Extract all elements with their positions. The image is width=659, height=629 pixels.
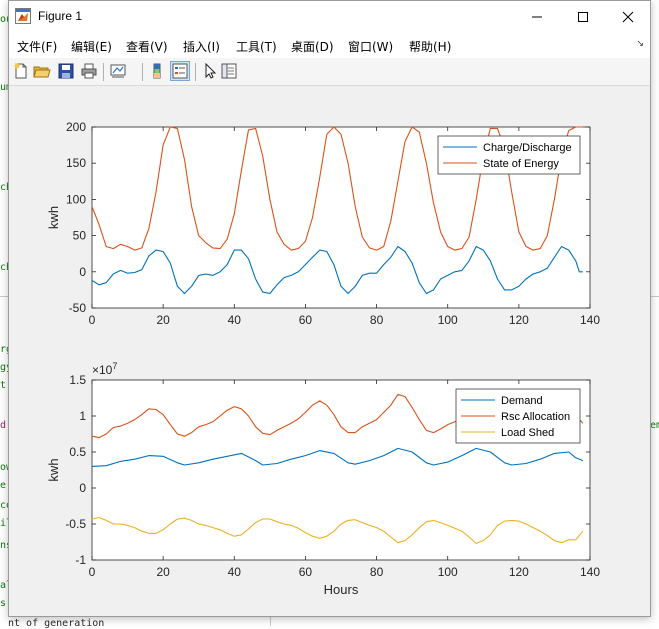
figure-window: Figure 1 文件(F) 编辑(E) 查看(V) 插入(I) 工具(T) 桌…: [8, 0, 651, 617]
y-exponent-label: ×107: [92, 361, 117, 377]
bg-fragment: rg: [0, 344, 13, 355]
toolbar-separator: [103, 63, 104, 81]
x-tick-label: 80: [370, 313, 384, 327]
x-tick-label: 80: [370, 565, 384, 579]
y-axis-label: kwh: [46, 458, 61, 481]
minimize-icon: [532, 16, 542, 17]
title-bar[interactable]: Figure 1: [9, 1, 650, 32]
legend-label: Demand: [501, 395, 543, 407]
x-tick-label: 60: [299, 565, 313, 579]
series-line-load-shed: [91, 516, 584, 544]
legend-label: Charge/Discharge: [483, 142, 572, 154]
menu-edit[interactable]: 编辑(E): [71, 40, 112, 54]
y-axis-label: kwh: [46, 206, 61, 229]
y-tick-label: -0.5: [65, 517, 86, 531]
axes-allocation: 0 20 40 60 80 100 120 140 -1 -0.5 0 0.5 1 1.5 kwh Hours…: [46, 361, 600, 597]
menu-window[interactable]: 窗口(W): [348, 40, 394, 54]
y-tick-label: 1.5: [69, 373, 86, 387]
toolbar: [9, 58, 650, 86]
series-line-demand: [91, 447, 584, 467]
y-tick-label: 200: [66, 120, 86, 134]
x-tick-label: 120: [509, 313, 529, 327]
axes-battery: 0 20 40 60 80 100 120 140-50050100150200kwhChar…: [46, 120, 600, 327]
x-tick-label: 0: [89, 313, 96, 327]
open-file-icon[interactable]: [33, 62, 51, 80]
bg-fragment: ch: [0, 262, 13, 273]
minimize-button[interactable]: [514, 1, 560, 32]
x-tick-label: 20: [156, 313, 170, 327]
legend-label: State of Energy: [483, 158, 559, 170]
legend-label: Rsc Allocation: [501, 411, 570, 423]
y-tick-label: -50: [69, 301, 87, 315]
bg-fragment: um: [0, 82, 13, 93]
legend-label: Load Shed: [501, 427, 554, 439]
bg-fragment: ns: [0, 540, 13, 551]
y-tick-label: 1: [79, 409, 86, 423]
bg-fragment: ch: [0, 182, 13, 193]
toolbar-separator: [142, 63, 143, 81]
menu-insert[interactable]: 插入(I): [183, 40, 220, 54]
menu-help[interactable]: 帮助(H): [409, 40, 452, 54]
close-icon: [622, 11, 634, 22]
close-button[interactable]: [605, 1, 651, 32]
x-tick-label: 40: [228, 565, 242, 579]
dock-arrow-icon[interactable]: ↘: [636, 39, 644, 49]
pointer-icon[interactable]: [201, 62, 219, 80]
bg-fragment: em: [650, 420, 659, 431]
menu-desktop[interactable]: 桌面(D): [291, 40, 334, 54]
y-tick-label: 100: [66, 192, 86, 206]
maximize-button[interactable]: [560, 1, 606, 32]
window-title: Figure 1: [38, 9, 83, 23]
y-tick-label: 0.5: [69, 445, 86, 459]
legend-icon[interactable]: [170, 61, 190, 81]
x-tick-label: 140: [580, 313, 600, 327]
bg-fragment: nt of generation: [8, 618, 105, 629]
x-tick-label: 40: [228, 313, 242, 327]
y-tick-label: 50: [73, 229, 87, 243]
bg-fragment: al: [0, 580, 13, 591]
x-tick-label: 100: [438, 313, 458, 327]
bg-fragment: co: [0, 500, 13, 511]
bg-fragment: il: [0, 518, 13, 529]
bg-fragment: s: [0, 598, 7, 609]
x-tick-label: 0: [89, 565, 96, 579]
property-inspector-icon[interactable]: [220, 62, 238, 80]
x-tick-label: 100: [438, 565, 458, 579]
bg-divider: [270, 617, 271, 626]
bg-divider: [651, 296, 659, 297]
maximize-icon: [578, 11, 588, 22]
menu-tools[interactable]: 工具(T): [236, 40, 277, 54]
bg-fragment: t: [0, 380, 7, 391]
matlab-logo-icon: [15, 8, 31, 24]
link-plot-icon[interactable]: [109, 62, 127, 80]
y-tick-label: 0: [79, 481, 86, 495]
y-tick-label: 150: [66, 156, 86, 170]
toolbar-separator: [195, 63, 196, 81]
menu-view[interactable]: 查看(V): [126, 40, 168, 54]
legend-box: [437, 135, 581, 175]
print-icon[interactable]: [80, 62, 98, 80]
bg-fragment: gy: [0, 362, 13, 373]
colorbar-icon[interactable]: [148, 62, 166, 80]
bg-fragment: d: [0, 420, 7, 431]
y-tick-label: 0: [79, 265, 86, 279]
figure-canvas: 0 20 40 60 80 100 120 140-50050100150200kwhChar…: [46, 120, 600, 597]
menu-bar: 文件(F) 编辑(E) 查看(V) 插入(I) 工具(T) 桌面(D) 窗口(W…: [9, 32, 650, 58]
x-tick-label: 60: [299, 313, 313, 327]
bg-fragment: ou: [0, 14, 13, 25]
bg-fragment: ow: [0, 462, 13, 473]
save-icon[interactable]: [57, 62, 75, 80]
series-line-charge-discharge: [91, 245, 583, 295]
bg-fragment: e: [0, 480, 7, 491]
x-tick-label: 120: [509, 565, 529, 579]
menu-file[interactable]: 文件(F): [17, 40, 58, 54]
x-tick-label: 140: [580, 565, 600, 579]
bg-divider: [0, 296, 8, 297]
new-figure-icon[interactable]: [12, 62, 30, 80]
x-axis-label: Hours: [324, 582, 359, 597]
y-tick-label: -1: [75, 553, 86, 567]
x-tick-label: 20: [156, 565, 170, 579]
